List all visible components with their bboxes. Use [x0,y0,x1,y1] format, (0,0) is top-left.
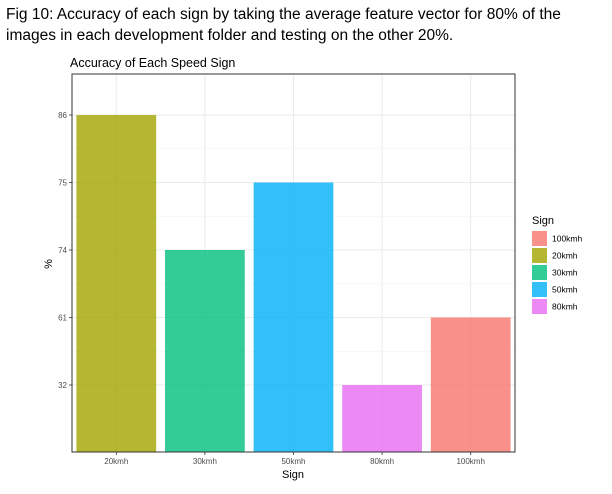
legend-label: 20kmh [552,251,578,261]
legend-label: 80kmh [552,302,578,312]
legend-label: 50kmh [552,285,578,295]
chart-title: Accuracy of Each Speed Sign [70,56,235,70]
y-tick-label: 75 [58,179,67,188]
bar-80kmh [342,385,422,452]
legend-key-20kmh [532,248,547,263]
legend-key-50kmh [532,282,547,297]
y-tick-label: 86 [58,111,67,120]
x-tick-label: 20kmh [104,457,128,466]
legend-title: Sign [532,215,554,227]
legend-key-100kmh [532,231,547,246]
legend-label: 30kmh [552,268,578,278]
y-tick-label: 61 [58,314,67,323]
y-tick-label: 32 [58,381,67,390]
x-tick-label: 50kmh [281,457,305,466]
bar-20kmh [76,115,157,452]
panel-border [71,73,516,453]
legend-key-80kmh [532,299,547,314]
x-tick-label: 100kmh [456,457,484,466]
x-tick-label: 80kmh [370,457,394,466]
legend-label: 100kmh [552,234,583,244]
x-axis-title: Sign [282,469,304,481]
y-tick-label: 74 [58,246,67,255]
bar-100kmh [430,317,511,452]
x-tick-label: 30kmh [193,457,217,466]
y-axis-title: % [43,259,55,269]
legend-key-30kmh [532,265,547,280]
bar-30kmh [165,250,245,452]
legend: Sign 100kmh 20kmh 30kmh 50kmh 80kmh [532,215,583,314]
bar-50kmh [253,182,334,452]
figure-caption: Fig 10: Accuracy of each sign by taking … [6,6,561,44]
plot-area: 32 61 74 75 86 20kmh 30kmh 50kmh 80kmh 100kmh [58,73,516,466]
